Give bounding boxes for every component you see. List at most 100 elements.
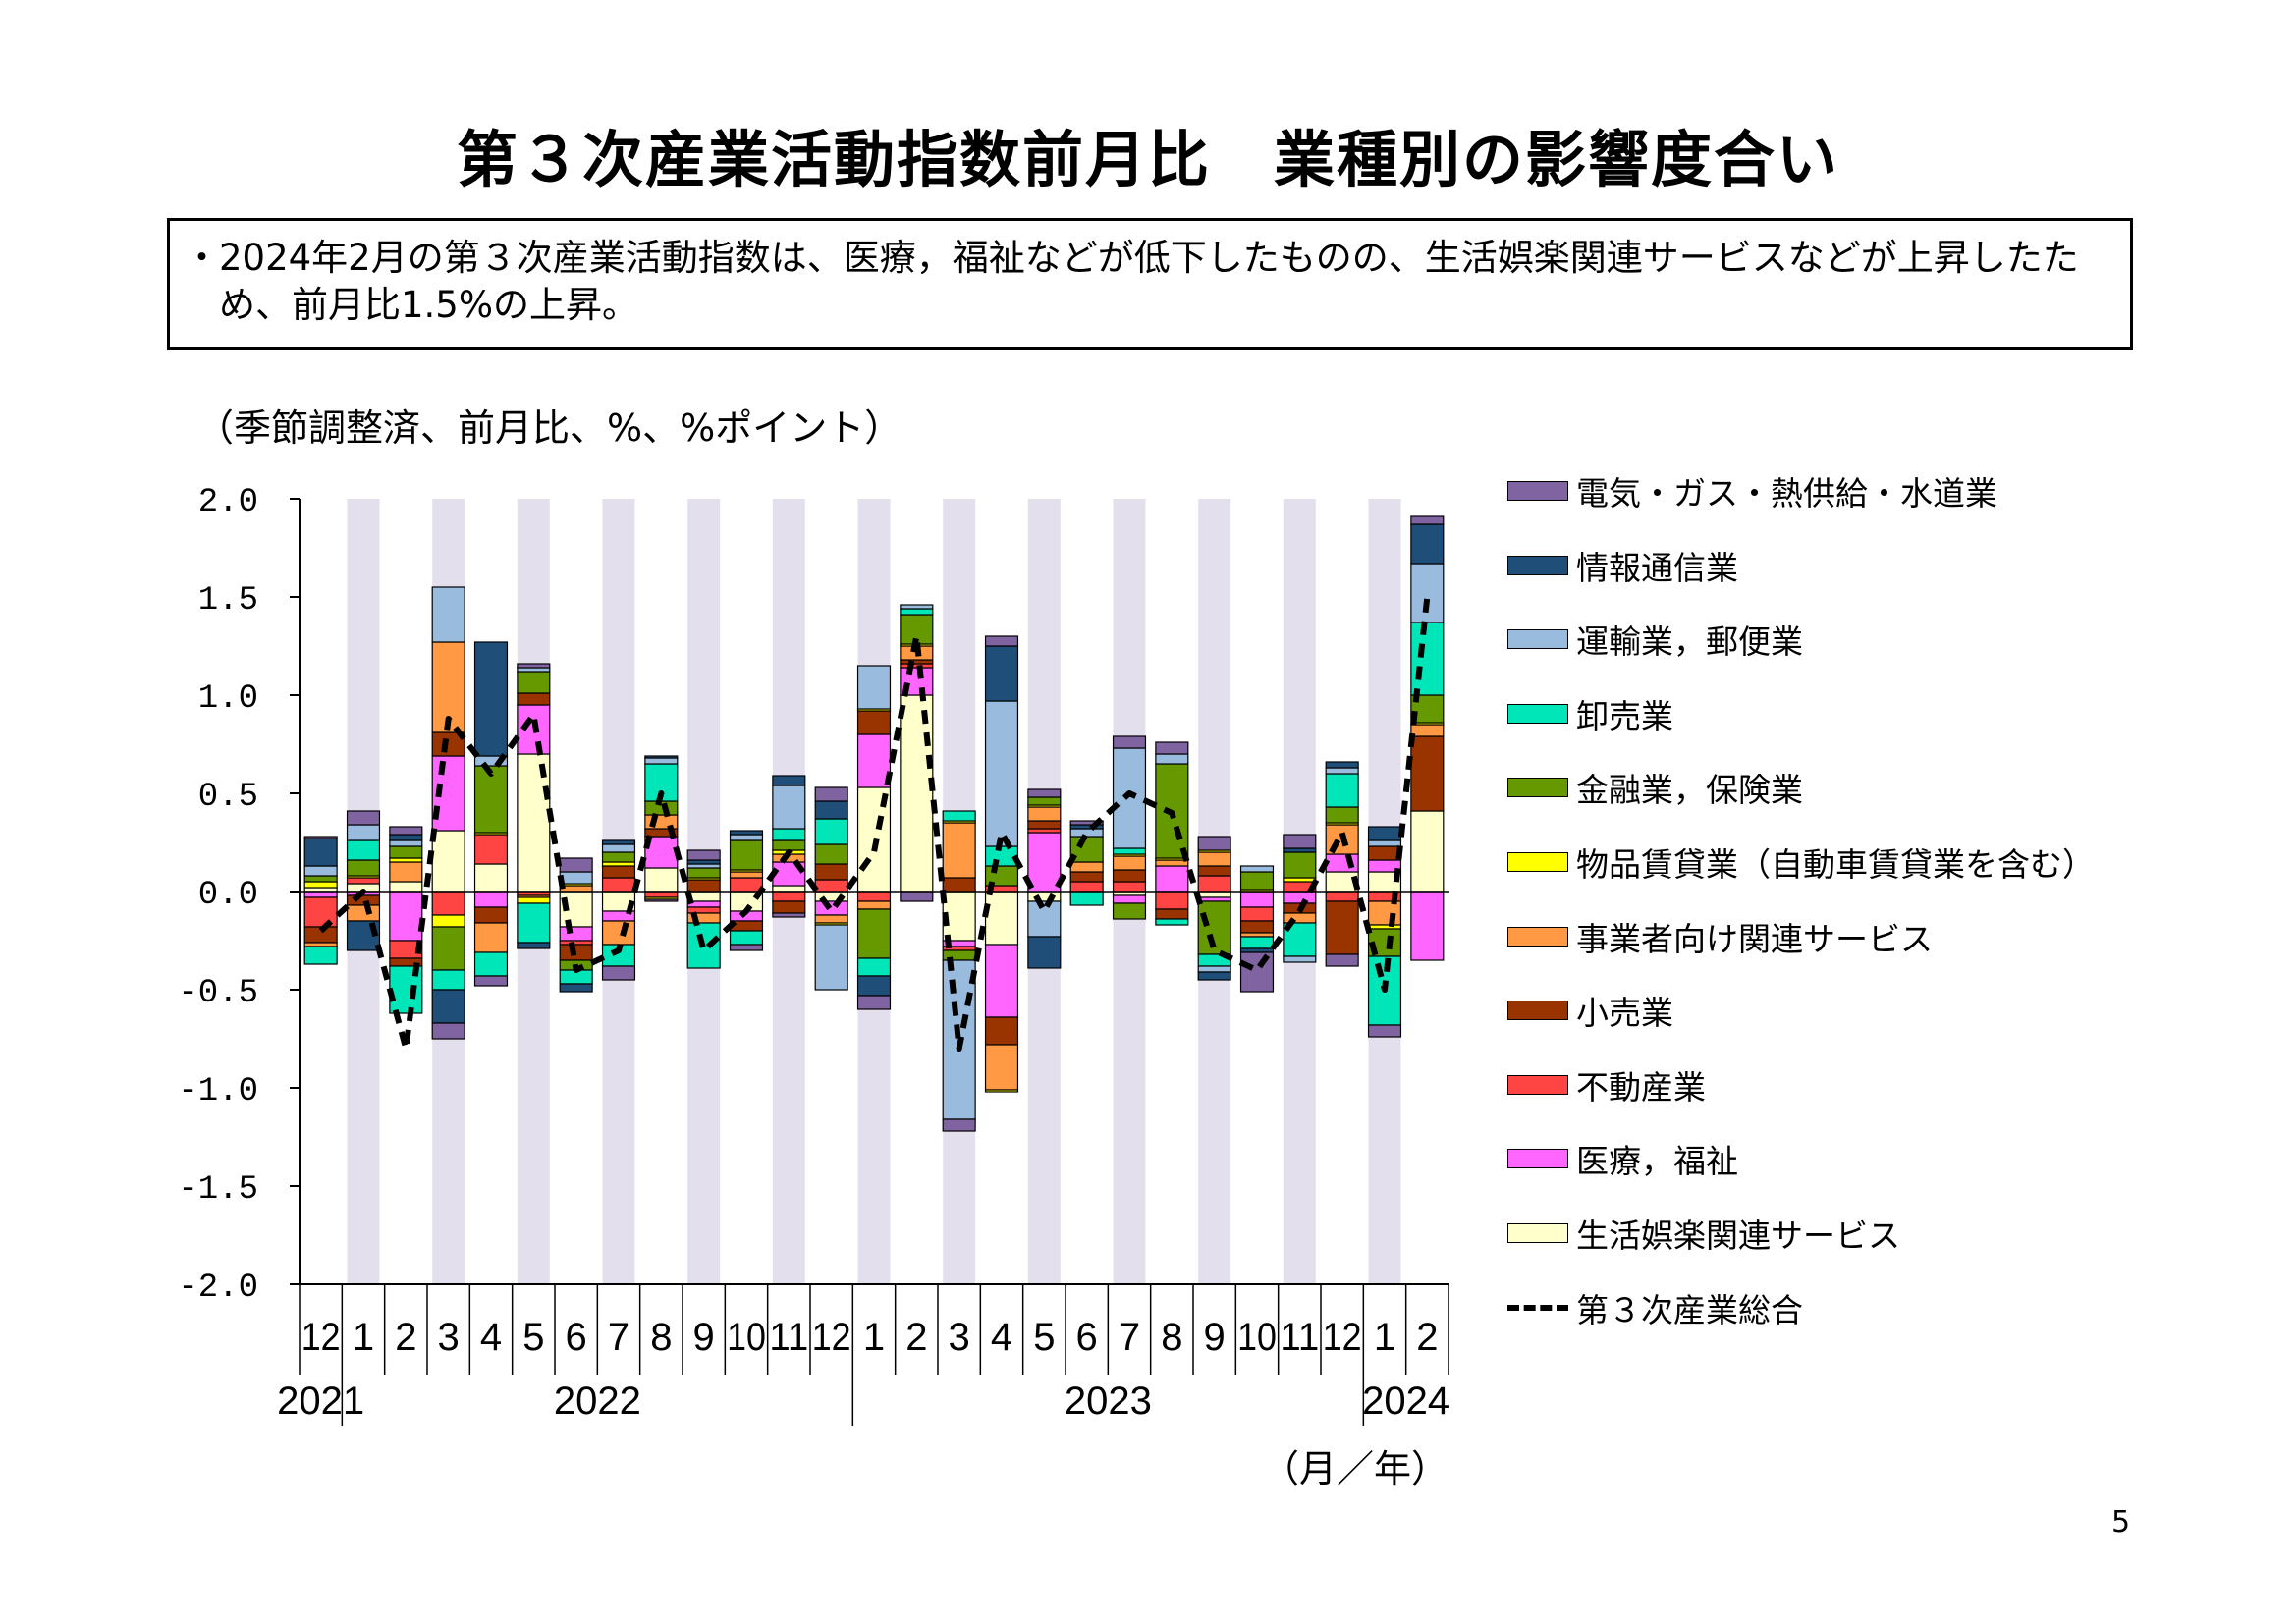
bar-segment (1283, 891, 1317, 904)
bar-segment (814, 900, 848, 916)
bar-segment (1283, 912, 1317, 924)
legend-label: 事業者向け関連サービス (1576, 919, 1933, 958)
legend-label: 生活娯楽関連サービス (1576, 1217, 1900, 1255)
bar-segment (601, 877, 636, 893)
bar-segment (389, 826, 423, 836)
bar-segment (729, 930, 764, 946)
bar-segment (389, 881, 423, 893)
bar-segment (1197, 865, 1231, 877)
bar-segment (814, 786, 848, 802)
bar-segment (1325, 853, 1359, 873)
x-tick-label: 1 (1374, 1316, 1395, 1359)
legend-line-swatch (1507, 1304, 1568, 1311)
bar-segment (517, 692, 551, 706)
bar-segment (303, 946, 338, 965)
bar-segment (686, 906, 721, 914)
bar-segment (1069, 828, 1104, 838)
legend-swatch (1507, 1001, 1568, 1021)
bar-segment (473, 641, 509, 757)
x-tick-label: 5 (1033, 1316, 1055, 1359)
bar-segment (431, 1022, 465, 1040)
bar-segment (1155, 859, 1189, 867)
bar-segment (517, 942, 551, 949)
legend-swatch (1507, 1149, 1568, 1169)
legend-label: 医療，福祉 (1576, 1142, 1738, 1181)
bar-segment (814, 863, 848, 881)
summary-text: 2024年2月の第３次産業活動指数は、医療，福祉などが低下したものの、生活娯楽関… (219, 237, 2079, 326)
legend-item: 運輸業，郵便業 (1507, 610, 1803, 669)
legend-item: 金融業，保険業 (1507, 758, 1803, 817)
bar-segment (644, 891, 679, 898)
bar-segment (1283, 955, 1317, 963)
bar-segment (644, 867, 679, 893)
bar-segment (1367, 1024, 1402, 1038)
bar-segment (1027, 806, 1062, 822)
bar-segment (431, 989, 465, 1024)
legend-item: 事業者向け関連サービス (1507, 907, 1933, 966)
x-tick-label: 6 (566, 1316, 587, 1359)
bar-segment (1325, 767, 1359, 775)
bar-segment (644, 755, 679, 759)
bar-segment (772, 775, 806, 786)
bar-segment (900, 608, 934, 616)
bar-segment (431, 830, 465, 893)
bar-segment (729, 944, 764, 951)
bar-segment (686, 867, 721, 879)
y-tick-label: -1.5 (178, 1171, 258, 1209)
legend-swatch (1507, 1223, 1568, 1243)
bar-segment (644, 757, 679, 765)
bar-segment (1197, 875, 1231, 893)
bar-segment (1325, 773, 1359, 808)
bar-segment (1155, 753, 1189, 765)
legend-label: 不動産業 (1576, 1067, 1706, 1107)
legend-swatch (1507, 629, 1568, 650)
legend-swatch (1507, 1074, 1568, 1095)
bar-segment (473, 834, 509, 865)
bar-segment (729, 830, 764, 836)
bar-segment (431, 926, 465, 971)
x-tick-label: 6 (1076, 1316, 1098, 1359)
bar-segment (856, 733, 892, 788)
legend-label: 情報通信業 (1576, 548, 1738, 587)
bar-segment (686, 879, 721, 893)
legend-label: 物品賃貸業（自動車賃貸業を含む） (1576, 845, 2095, 884)
x-tick-label: 10 (727, 1316, 766, 1359)
bar-segment (772, 912, 806, 918)
bar-segment (1112, 881, 1147, 893)
bar-segment (1155, 865, 1189, 893)
bar-segment (984, 1016, 1019, 1046)
bar-segment (729, 871, 764, 879)
bar-segment (346, 810, 381, 826)
bar-segment (1069, 871, 1104, 883)
x-tick-label: 11 (769, 1316, 808, 1359)
legend-item: 医療，福祉 (1507, 1129, 1738, 1188)
x-tick-label: 9 (693, 1316, 715, 1359)
bar-segment (601, 920, 636, 946)
bar-segment (517, 663, 551, 669)
month-unit-label: （月／年） (1262, 1447, 1449, 1490)
bar-segment (1410, 515, 1445, 525)
bar-segment (900, 604, 934, 610)
bar-segment (1112, 855, 1147, 871)
bar-segment (389, 861, 423, 883)
bar-segment (984, 635, 1019, 647)
x-tick-label: 8 (1161, 1316, 1182, 1359)
x-tick-label: 7 (608, 1316, 629, 1359)
bar-segment (303, 836, 338, 839)
bar-segment (1410, 622, 1445, 696)
bar-segment (601, 851, 636, 863)
legend-item: 生活娯楽関連サービス (1507, 1204, 1900, 1263)
legend-item: 不動産業 (1507, 1056, 1706, 1114)
legend-label: 金融業，保険業 (1576, 771, 1803, 810)
legend-swatch (1507, 555, 1568, 575)
bar-segment (856, 710, 892, 735)
bar-segment (1239, 936, 1275, 949)
bar-segment (389, 891, 423, 942)
bar-segment (729, 877, 764, 893)
bar-segment (389, 839, 423, 847)
bar-segment (1027, 820, 1062, 830)
year-label: 2023 (1065, 1380, 1152, 1423)
bar-segment (1410, 724, 1445, 737)
legend-item: 物品賃貸業（自動車賃貸業を含む） (1507, 833, 2095, 892)
x-tick-label: 12 (301, 1316, 341, 1359)
